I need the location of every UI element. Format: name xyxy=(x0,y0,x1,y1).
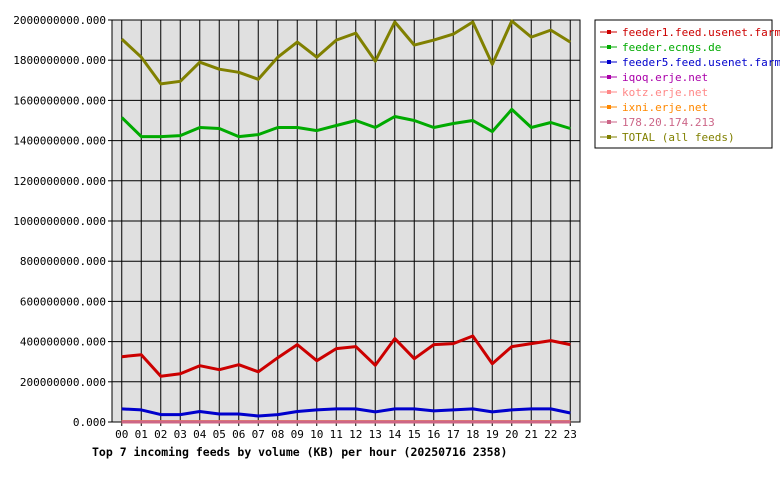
y-tick-label: 400000000.000 xyxy=(20,336,106,349)
x-tick-label: 08 xyxy=(271,428,284,441)
x-tick-label: 10 xyxy=(310,428,323,441)
legend-marker xyxy=(607,60,611,64)
chart-title: Top 7 incoming feeds by volume (KB) per … xyxy=(92,445,507,459)
series-lines xyxy=(120,19,572,424)
y-tick-label: 1000000000.000 xyxy=(13,215,106,228)
legend-marker xyxy=(607,45,611,49)
x-tick-label: 23 xyxy=(564,428,577,441)
legend-label: TOTAL (all feeds) xyxy=(622,131,735,144)
y-tick-label: 0.000 xyxy=(73,416,106,429)
legend-marker xyxy=(607,120,611,124)
legend-marker xyxy=(607,90,611,94)
x-tick-label: 03 xyxy=(174,428,187,441)
x-tick-label: 07 xyxy=(252,428,265,441)
x-tick-label: 00 xyxy=(115,428,128,441)
legend-label: 178.20.174.213 xyxy=(622,116,715,129)
x-tick-label: 12 xyxy=(349,428,362,441)
y-tick-label: 800000000.000 xyxy=(20,255,106,268)
legend-label: feeder5.feed.usenet.farm xyxy=(622,56,780,69)
series-line-7 xyxy=(120,19,572,86)
series-line-1 xyxy=(120,107,571,139)
x-tick-label: 15 xyxy=(408,428,421,441)
x-tick-label: 05 xyxy=(213,428,226,441)
legend: feeder1.feed.usenet.farm feeder.ecngs.de f… xyxy=(594,19,780,149)
x-tick-label: 13 xyxy=(369,428,382,441)
legend-label: ixni.erje.net xyxy=(622,101,708,114)
axis-labels: 0.000 200000000.000 400000000.000 600000000… xyxy=(13,14,577,441)
x-tick-label: 06 xyxy=(232,428,245,441)
y-tick-label: 2000000000.000 xyxy=(13,14,106,27)
grid xyxy=(108,19,581,426)
legend-box xyxy=(594,19,773,149)
legend-marker xyxy=(607,135,611,139)
y-tick-label: 1600000000.000 xyxy=(13,94,106,107)
x-tick-label: 19 xyxy=(486,428,499,441)
x-tick-label: 14 xyxy=(388,428,402,441)
legend-label: iqoq.erje.net xyxy=(622,71,708,84)
x-tick-label: 09 xyxy=(291,428,304,441)
x-tick-label: 22 xyxy=(544,428,557,441)
x-tick-label: 01 xyxy=(135,428,148,441)
y-tick-label: 1200000000.000 xyxy=(13,175,106,188)
legend-label: feeder.ecngs.de xyxy=(622,41,721,54)
series-line-2 xyxy=(121,407,571,418)
y-tick-label: 600000000.000 xyxy=(20,295,106,308)
x-tick-label: 21 xyxy=(525,428,538,441)
legend-label: feeder1.feed.usenet.farm xyxy=(622,26,780,39)
series-line-0 xyxy=(121,334,571,378)
x-tick-label: 02 xyxy=(154,428,167,441)
y-tick-label: 200000000.000 xyxy=(20,376,106,389)
legend-marker xyxy=(607,105,611,109)
legend-label: kotz.erje.net xyxy=(622,86,708,99)
x-tick-label: 04 xyxy=(193,428,207,441)
x-tick-label: 16 xyxy=(427,428,440,441)
x-tick-label: 11 xyxy=(330,428,343,441)
x-tick-label: 17 xyxy=(447,428,460,441)
x-tick-label: 18 xyxy=(466,428,479,441)
x-tick-label: 20 xyxy=(505,428,518,441)
legend-marker xyxy=(607,75,611,79)
y-tick-label: 1400000000.000 xyxy=(13,135,106,148)
y-tick-label: 1800000000.000 xyxy=(13,54,106,67)
legend-marker xyxy=(607,30,611,34)
